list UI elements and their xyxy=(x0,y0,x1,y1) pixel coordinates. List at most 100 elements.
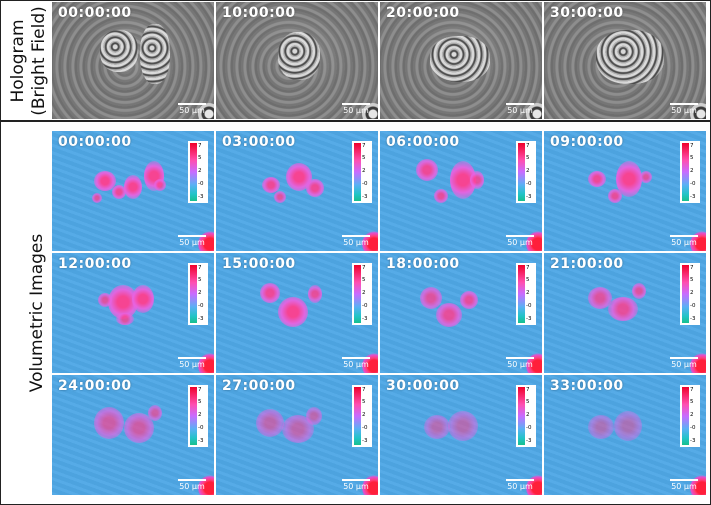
colorbar: 7 5 2 -0 -3 xyxy=(516,385,536,447)
volumetric-panel: 24:00:00 7 5 2 -0 -3 50 µm xyxy=(52,375,214,495)
colorbar-gradient xyxy=(354,143,361,201)
scale-bar-label: 50 µm xyxy=(507,238,533,247)
colorbar-tick: -0 xyxy=(198,303,204,309)
cell-volume-blob xyxy=(256,409,284,437)
timestamp-label: 12:00:00 xyxy=(58,256,132,272)
colorbar-gradient xyxy=(190,387,197,445)
scale-bar-label: 50 µm xyxy=(343,106,369,115)
cell-volume-blob xyxy=(92,193,102,203)
colorbar-tick: -3 xyxy=(526,316,532,322)
colorbar-tick: 5 xyxy=(362,399,366,405)
timestamp-label: 24:00:00 xyxy=(58,378,132,394)
colorbar: 7 5 2 -0 -3 xyxy=(516,141,536,203)
scale-bar-label: 50 µm xyxy=(179,238,205,247)
colorbar-tick: -3 xyxy=(690,316,696,322)
timestamp-label: 21:00:00 xyxy=(550,256,624,272)
colorbar-tick: 7 xyxy=(526,143,530,149)
colorbar-tick: 7 xyxy=(526,265,530,271)
scale-bar-label: 50 µm xyxy=(671,106,697,115)
cell-cluster xyxy=(430,36,490,82)
volumetric-panel: 06:00:00 7 5 2 -0 -3 50 µm xyxy=(380,131,542,251)
colorbar-tick: 5 xyxy=(690,399,694,405)
colorbar-tick: 2 xyxy=(690,290,694,296)
corner-cell xyxy=(526,103,542,119)
scale-bar: 50 µm xyxy=(342,479,370,491)
colorbar-tick: 2 xyxy=(526,412,530,418)
scale-bar-label: 50 µm xyxy=(671,482,697,491)
colorbar: 7 5 2 -0 -3 xyxy=(352,141,372,203)
colorbar-tick: 5 xyxy=(690,277,694,283)
cell-volume-blob xyxy=(640,171,652,183)
colorbar-tick: -3 xyxy=(362,438,368,444)
cell-volume-blob xyxy=(470,171,484,189)
scale-bar-label: 50 µm xyxy=(179,482,205,491)
colorbar-tick: 7 xyxy=(690,265,694,271)
volumetric-panel: 12:00:00 7 5 2 -0 -3 50 µm xyxy=(52,253,214,373)
colorbar: 7 5 2 -0 -3 xyxy=(680,385,700,447)
timestamp-label: 09:00:00 xyxy=(550,134,624,150)
cell-volume-blob xyxy=(588,415,614,439)
colorbar-tick: 2 xyxy=(526,168,530,174)
colorbar-tick: 5 xyxy=(362,277,366,283)
colorbar-tick: 7 xyxy=(690,387,694,393)
timestamp-label: 27:00:00 xyxy=(222,378,296,394)
hologram-label-line1: Hologram xyxy=(8,19,28,103)
hologram-row-label: Hologram (Bright Field) xyxy=(8,6,50,116)
colorbar-gradient xyxy=(354,265,361,323)
scale-bar: 50 µm xyxy=(506,235,534,247)
scale-bar: 50 µm xyxy=(178,103,206,115)
colorbar: 7 5 2 -0 -3 xyxy=(516,263,536,325)
colorbar-tick: 5 xyxy=(362,155,366,161)
corner-cell xyxy=(362,103,378,119)
colorbar-tick: 7 xyxy=(362,265,366,271)
scale-bar-label: 50 µm xyxy=(507,106,533,115)
colorbar-tick: -0 xyxy=(362,303,368,309)
colorbar-tick: -0 xyxy=(362,425,368,431)
cell-volume-blob xyxy=(608,189,622,203)
colorbar-gradient xyxy=(682,387,689,445)
colorbar-gradient xyxy=(354,387,361,445)
cell-volume-blob xyxy=(124,175,142,199)
colorbar-tick: -3 xyxy=(526,438,532,444)
scale-bar: 50 µm xyxy=(670,235,698,247)
colorbar-tick: 5 xyxy=(526,277,530,283)
colorbar-tick: 7 xyxy=(690,143,694,149)
cell-volume-blob xyxy=(588,287,612,309)
cell-volume-blob xyxy=(632,283,646,299)
colorbar: 7 5 2 -0 -3 xyxy=(680,141,700,203)
colorbar: 7 5 2 -0 -3 xyxy=(352,385,372,447)
scale-bar-label: 50 µm xyxy=(671,238,697,247)
timestamp-label: 30:00:00 xyxy=(550,5,624,21)
colorbar-tick: 2 xyxy=(526,290,530,296)
timestamp-label: 10:00:00 xyxy=(222,5,296,21)
hologram-panel: 20:00:00 50 µm xyxy=(380,2,542,119)
cell-volume-blob xyxy=(434,189,448,203)
volumetric-row-label: Volumetric Images xyxy=(27,233,47,393)
cell-volume-blob xyxy=(260,283,280,303)
scale-bar: 50 µm xyxy=(506,103,534,115)
cell-volume-blob xyxy=(420,287,442,309)
colorbar-tick: 5 xyxy=(198,155,202,161)
colorbar-tick: -0 xyxy=(690,425,696,431)
colorbar-tick: 2 xyxy=(198,290,202,296)
corner-cell xyxy=(198,103,214,119)
volumetric-panel: 30:00:00 7 5 2 -0 -3 50 µm xyxy=(380,375,542,495)
scale-bar-label: 50 µm xyxy=(343,482,369,491)
cell-volume-blob xyxy=(424,415,450,439)
colorbar-tick: -0 xyxy=(526,425,532,431)
scale-bar-label: 50 µm xyxy=(507,482,533,491)
cell-volume-blob xyxy=(608,297,638,321)
cell-cluster xyxy=(596,30,664,84)
colorbar-tick: 2 xyxy=(362,290,366,296)
timestamp-label: 18:00:00 xyxy=(386,256,460,272)
hologram-panel: 00:00:00 50 µm xyxy=(52,2,214,119)
colorbar-tick: -3 xyxy=(690,194,696,200)
cell-cluster xyxy=(278,32,320,80)
cell-volume-blob xyxy=(460,291,478,309)
colorbar-tick: 7 xyxy=(198,143,202,149)
colorbar-tick: -0 xyxy=(526,181,532,187)
colorbar-tick: 5 xyxy=(526,399,530,405)
colorbar-gradient xyxy=(190,143,197,201)
colorbar-gradient xyxy=(190,265,197,323)
colorbar-tick: -0 xyxy=(690,303,696,309)
